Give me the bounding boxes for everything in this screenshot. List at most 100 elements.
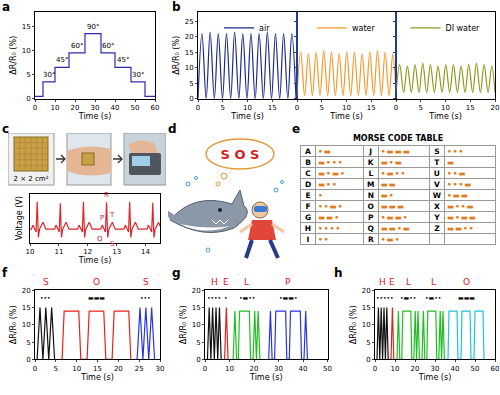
svg-text:10: 10 [72, 365, 81, 373]
svg-text:5: 5 [320, 104, 324, 112]
svg-text:0: 0 [33, 365, 37, 373]
svg-text:0: 0 [394, 104, 398, 112]
svg-text:15: 15 [22, 23, 31, 31]
svg-text:5: 5 [419, 104, 423, 112]
svg-text:P: P [285, 277, 291, 287]
svg-text:50: 50 [323, 365, 332, 373]
svg-text:S: S [43, 277, 49, 287]
svg-text:10: 10 [243, 104, 252, 112]
svg-text:12: 12 [83, 248, 92, 256]
svg-text:▬▬▬: ▬▬▬ [458, 294, 475, 301]
svg-text:•▬••: •▬•• [239, 294, 255, 301]
svg-text:20: 20 [362, 287, 371, 295]
svg-text:5: 5 [26, 339, 30, 347]
svg-text:25: 25 [135, 365, 144, 373]
svg-text:Time (s): Time (s) [80, 373, 114, 382]
svg-text:15: 15 [268, 104, 277, 112]
svg-text:15: 15 [362, 304, 371, 312]
svg-text:10: 10 [185, 64, 194, 72]
svg-text:O: O [463, 277, 470, 287]
svg-text:30: 30 [91, 104, 100, 112]
svg-text:20: 20 [491, 104, 500, 112]
svg-text:E: E [223, 277, 229, 287]
svg-text:30: 30 [431, 365, 440, 373]
svg-text:L: L [431, 277, 436, 287]
svg-text:Time (s): Time (s) [78, 256, 112, 265]
svg-text:L: L [406, 277, 411, 287]
svg-text:0: 0 [203, 365, 207, 373]
svg-text:ΔR/R₀ (%): ΔR/R₀ (%) [349, 305, 358, 344]
svg-text:•••: ••• [140, 294, 151, 301]
svg-text:15: 15 [466, 104, 475, 112]
svg-text:40: 40 [299, 365, 308, 373]
svg-text:5: 5 [54, 365, 58, 373]
svg-text:20: 20 [185, 33, 194, 41]
svg-text:30°: 30° [132, 71, 144, 79]
svg-text:S O S: S O S [221, 147, 260, 162]
svg-text:60: 60 [151, 104, 160, 112]
svg-text:10: 10 [362, 321, 371, 329]
svg-text:15: 15 [192, 304, 201, 312]
svg-text:▬▬▬: ▬▬▬ [88, 294, 105, 301]
svg-text:P: P [100, 214, 104, 222]
svg-text:•••: ••• [40, 294, 51, 301]
svg-text:••••: •••• [376, 294, 390, 301]
svg-text:13: 13 [112, 248, 121, 256]
svg-text:H: H [211, 277, 218, 287]
svg-text:30°: 30° [43, 71, 55, 79]
svg-text:10: 10 [225, 365, 234, 373]
svg-text:••••: •••• [207, 294, 221, 301]
svg-text:14: 14 [141, 248, 150, 256]
svg-text:5: 5 [196, 339, 200, 347]
svg-text:60°: 60° [102, 42, 114, 50]
svg-text:10: 10 [22, 47, 31, 55]
svg-text:•▬••: •▬•• [400, 294, 416, 301]
svg-text:0: 0 [189, 95, 193, 103]
svg-text:90°: 90° [87, 23, 99, 31]
svg-text:T: T [109, 211, 115, 219]
svg-text:15: 15 [185, 49, 194, 57]
svg-text:30: 30 [156, 365, 165, 373]
svg-text:ΔR/R₀ (%): ΔR/R₀ (%) [9, 305, 18, 344]
svg-text:S: S [143, 277, 149, 287]
svg-text:11: 11 [54, 248, 63, 256]
svg-text:25: 25 [185, 18, 194, 26]
svg-text:L: L [244, 277, 249, 287]
svg-text:•▬▬•: •▬▬• [279, 294, 297, 301]
svg-text:Voltage (V): Voltage (V) [15, 196, 24, 240]
svg-text:15: 15 [93, 365, 102, 373]
svg-text:H: H [379, 277, 386, 287]
svg-text:5: 5 [26, 71, 30, 79]
svg-text:ΔR/R₀ (%): ΔR/R₀ (%) [9, 36, 18, 75]
svg-text:10: 10 [441, 104, 450, 112]
svg-text:15: 15 [22, 304, 31, 312]
svg-text:Time (s): Time (s) [428, 112, 462, 121]
svg-text:10: 10 [26, 248, 35, 256]
svg-text:60°: 60° [71, 42, 83, 50]
svg-text:Q: Q [97, 235, 103, 243]
svg-text:0: 0 [373, 365, 377, 373]
svg-text:10: 10 [51, 104, 60, 112]
svg-text:water: water [352, 24, 376, 33]
svg-text:40: 40 [111, 104, 120, 112]
svg-text:0: 0 [295, 104, 299, 112]
svg-text:2 × 2 cm²: 2 × 2 cm² [14, 175, 49, 183]
svg-text:S: S [110, 240, 115, 248]
svg-text:0: 0 [33, 104, 37, 112]
svg-text:0: 0 [366, 356, 370, 364]
svg-text:20: 20 [192, 287, 201, 295]
svg-text:0: 0 [26, 356, 30, 364]
svg-text:air: air [259, 24, 270, 33]
svg-text:•▬••: •▬•• [425, 294, 441, 301]
svg-text:10: 10 [22, 321, 31, 329]
svg-text:Time (s): Time (s) [418, 373, 452, 382]
svg-text:60: 60 [491, 365, 500, 373]
svg-text:20: 20 [114, 365, 123, 373]
svg-text:30: 30 [274, 365, 283, 373]
svg-text:DI water: DI water [446, 24, 481, 33]
svg-text:0: 0 [26, 95, 30, 103]
svg-text:ΔR/R₀ (%): ΔR/R₀ (%) [179, 305, 188, 344]
svg-text:10: 10 [342, 104, 351, 112]
svg-text:10: 10 [391, 365, 400, 373]
svg-text:45°: 45° [56, 56, 68, 64]
